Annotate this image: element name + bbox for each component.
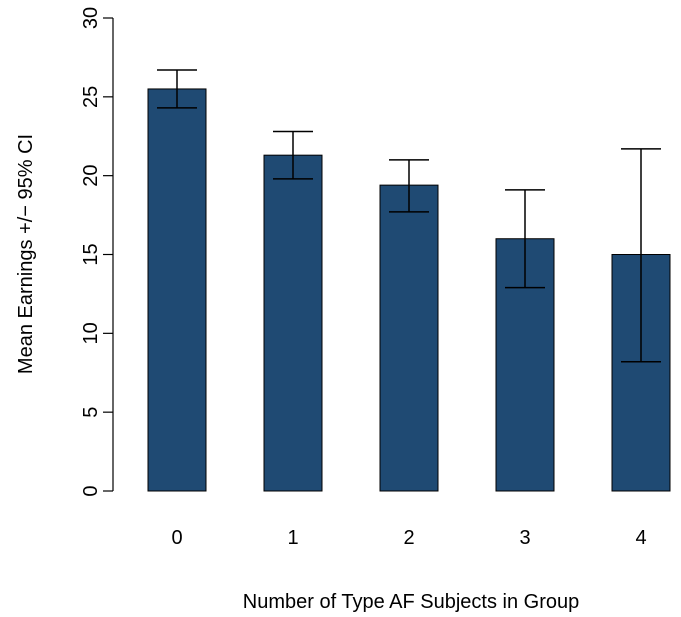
x-tick-label: 1: [287, 527, 298, 549]
y-tick-label: 25: [80, 86, 102, 108]
x-tick-labels: 0 1 2 3 4: [171, 527, 646, 549]
error-bar: [389, 159, 429, 213]
bar: [147, 88, 207, 492]
x-axis-title: Number of Type AF Subjects in Group: [243, 591, 579, 613]
y-tick-label: 10: [80, 322, 102, 344]
y-tick-label: 20: [80, 165, 102, 187]
bar: [263, 154, 323, 492]
y-axis-title: Mean Earnings +/− 95% CI: [15, 134, 37, 374]
error-bar: [157, 69, 197, 109]
x-tick-label: 0: [171, 527, 182, 549]
bar: [379, 184, 439, 492]
x-tick-label: 4: [635, 527, 646, 549]
y-tick-label: 5: [80, 407, 102, 418]
y-tick-label: 0: [80, 485, 102, 496]
error-bars: [157, 69, 661, 363]
y-tick-label: 15: [80, 243, 102, 265]
y-tick-label: 30: [80, 7, 102, 29]
x-tick-label: 3: [519, 527, 530, 549]
error-bar: [273, 130, 313, 180]
error-bar: [621, 148, 661, 363]
error-bar: [505, 189, 545, 289]
y-axis: 0 5 10 15 20 25 30: [80, 7, 114, 497]
bars: [147, 88, 671, 492]
x-tick-label: 2: [403, 527, 414, 549]
